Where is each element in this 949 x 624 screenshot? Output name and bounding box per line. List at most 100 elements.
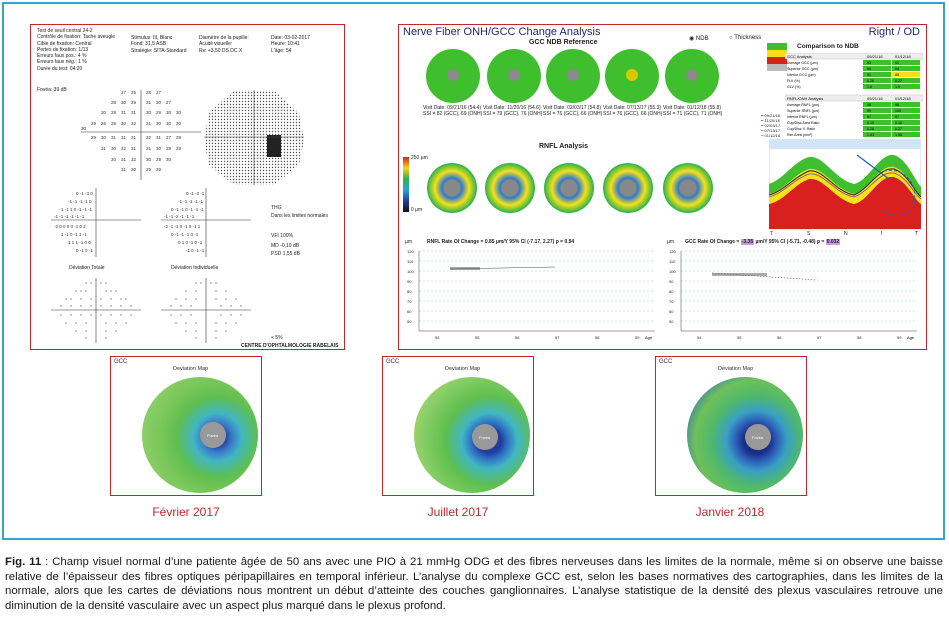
gcc-ref-title: GCC NDB Reference — [529, 39, 598, 46]
svg-text:30: 30 — [121, 100, 127, 105]
vf-header-line: Durée du test: 04:20 — [37, 65, 83, 72]
gcc-rate-value: -3.35 — [740, 239, 755, 245]
axis-unit: µm — [667, 239, 675, 245]
visit-ssi: SSI = 71 (GCC), 71 (ONH) — [663, 111, 723, 118]
svg-text:0.27: 0.27 — [895, 127, 902, 131]
rnfl-scale-bottom: 0 µm — [411, 207, 423, 213]
svg-text:27: 27 — [156, 90, 162, 95]
vf-header-line: Heure: 10:41 — [271, 41, 300, 48]
svg-text:28: 28 — [146, 90, 152, 95]
oct-panel: Nerve Fiber ONH/GCC Change Analysis Righ… — [398, 24, 927, 350]
visit-2: Visit Date: 11/20/16 (54.6) SSI = 79 (GCC… — [483, 105, 542, 118]
svg-text:29: 29 — [156, 167, 162, 172]
svg-text:Cup/Disc Area Ratio: Cup/Disc Area Ratio — [787, 121, 819, 125]
svg-text:99: 99 — [867, 109, 871, 113]
vf-header-line: Fond: 31,5 ASB — [131, 41, 167, 48]
svg-text:0 -1 -3 0: 0 -1 -3 0 — [76, 191, 93, 196]
gcc-rate-text: GCC Rate Of Change = -3.35 µm/Y 95% CI (… — [685, 239, 841, 245]
gcc-table-date: 09/21/16 — [867, 54, 883, 59]
comparison-title: Comparison to NDB — [797, 43, 859, 50]
legend-swatch-red — [767, 57, 787, 64]
svg-text:30: 30 — [156, 121, 162, 126]
vfi-value: VFI 100% — [271, 233, 293, 239]
optic-disc — [567, 69, 579, 81]
svg-text:27: 27 — [166, 100, 172, 105]
svg-text:58: 58 — [857, 335, 862, 340]
vf-header-line: Contrôle de fixation: Tache aveugle — [37, 34, 116, 41]
svg-text:30: 30 — [101, 110, 107, 115]
svg-text:31: 31 — [121, 110, 127, 115]
svg-text:1.6: 1.6 — [867, 85, 872, 89]
total-deviation-label: Déviation Totale — [69, 265, 105, 271]
svg-text:80: 80 — [407, 289, 412, 294]
svg-text:25: 25 — [131, 90, 137, 95]
vf-header-line: Rx: +3,50 DS DC X — [199, 47, 243, 54]
visit-1: Visit Date: 09/21/16 (54.4) SSI = 82 (GCC… — [423, 105, 482, 118]
optic-disc — [686, 69, 698, 81]
visit-ssi: SSI = 76 (GCC), 66 (ONH) — [603, 111, 663, 118]
svg-text:94: 94 — [895, 67, 899, 71]
deviation-map-panel-1: GCC Deviation Map Fovea — [110, 356, 262, 496]
svg-text:30: 30 — [111, 157, 117, 162]
svg-text:1.53: 1.53 — [867, 133, 874, 137]
svg-text:70: 70 — [669, 299, 674, 304]
svg-text:31: 31 — [156, 135, 162, 140]
svg-text:31: 31 — [121, 167, 127, 172]
visit-5: Visit Date: 01/12/18 (55.8) SSI = 71 (GCC… — [663, 105, 722, 118]
svg-text:FLV (%): FLV (%) — [787, 79, 800, 83]
svg-text:Cup/Disc V. Ratio: Cup/Disc V. Ratio — [787, 127, 815, 131]
vf-header-line: L'âge: 54 — [271, 47, 292, 54]
rnfl-rate-chart: RNFL Rate Of Change = 0.85 µm/Y 95% CI (… — [405, 239, 663, 345]
svg-text:29: 29 — [131, 100, 137, 105]
gcc-label: GCC — [659, 359, 673, 365]
deviation-map-title: Deviation Map — [173, 366, 209, 372]
caption-text: : Champ visuel normal d’une patiente âgé… — [5, 556, 943, 612]
ght-label: THG — [271, 205, 282, 211]
deviation-map-panel-3: GCC Deviation Map Fovea — [655, 356, 807, 496]
vf-header-left: Test de seuil central 24-2 Contrôle de f… — [37, 28, 115, 72]
svg-text:0.22: 0.22 — [895, 79, 902, 83]
vf-header-line: Pertes de fixation: 1/13 — [37, 46, 89, 53]
fovea-disc — [745, 424, 771, 450]
svg-text:54: 54 — [435, 335, 440, 340]
svg-text:91: 91 — [867, 73, 871, 77]
radio-thickness[interactable]: ○ Thickness — [729, 35, 762, 41]
svg-text:70: 70 — [407, 299, 412, 304]
svg-text:32: 32 — [146, 135, 152, 140]
svg-text:31: 31 — [111, 135, 117, 140]
svg-text:100: 100 — [669, 269, 676, 274]
comparison-tables: GCC Analysis 09/21/16 01/12/18 Average G… — [785, 53, 923, 137]
rnfl-title: RNFL Analysis — [539, 143, 589, 150]
svg-text:-1 -1 -1 -1 -1: -1 -1 -1 -1 -1 — [178, 199, 204, 204]
vf-header-right: Date: 03-02-2017 Heure: 10:41 L'âge: 54 — [271, 35, 310, 54]
visit-ssi: SSI = 76 (GCC), 66 (ONH) — [543, 111, 603, 118]
svg-text:0.15: 0.15 — [867, 121, 874, 125]
svg-text:31: 31 — [131, 110, 137, 115]
axis-age: Age — [907, 335, 915, 340]
svg-text:60: 60 — [407, 309, 412, 314]
oct-title: Nerve Fiber ONH/GCC Change Analysis — [403, 26, 601, 38]
svg-text:30: 30 — [176, 121, 182, 126]
probability-plot-right — [161, 278, 251, 343]
tsnit-label: I — [881, 231, 882, 235]
vf-header-line: Erreurs faux nég.: 1 % — [37, 59, 87, 66]
fovea-label: Fovea — [479, 435, 491, 440]
optic-disc — [508, 69, 520, 81]
svg-text:30: 30 — [101, 135, 107, 140]
svg-text:-2 -1 -1 0 -1 0 -1 1: -2 -1 -1 0 -1 0 -1 1 — [164, 224, 201, 229]
vf-header-line: Date: 03-02-2017 — [271, 35, 310, 41]
rnfl-scale-top: 250 µm — [411, 155, 428, 161]
svg-text:-1 -1 -1 -1 0: -1 -1 -1 -1 0 — [68, 199, 92, 204]
svg-text:30: 30 — [121, 121, 127, 126]
gcc-table-header: GCC Analysis — [787, 54, 812, 59]
svg-text:58: 58 — [595, 335, 600, 340]
radio-ndb[interactable]: ◉ NDB — [689, 36, 709, 42]
svg-text:-1 -1 -2 -1 -1 -1: -1 -1 -2 -1 -1 -1 — [164, 214, 195, 219]
svg-text:26: 26 — [101, 121, 107, 126]
svg-text:09/21/16: 09/21/16 — [867, 96, 883, 101]
svg-text:31: 31 — [121, 135, 127, 140]
tsnit-label: S — [807, 231, 811, 235]
svg-text:31: 31 — [146, 121, 152, 126]
svg-text:120: 120 — [407, 249, 414, 254]
rnfl-map-3 — [544, 163, 594, 213]
